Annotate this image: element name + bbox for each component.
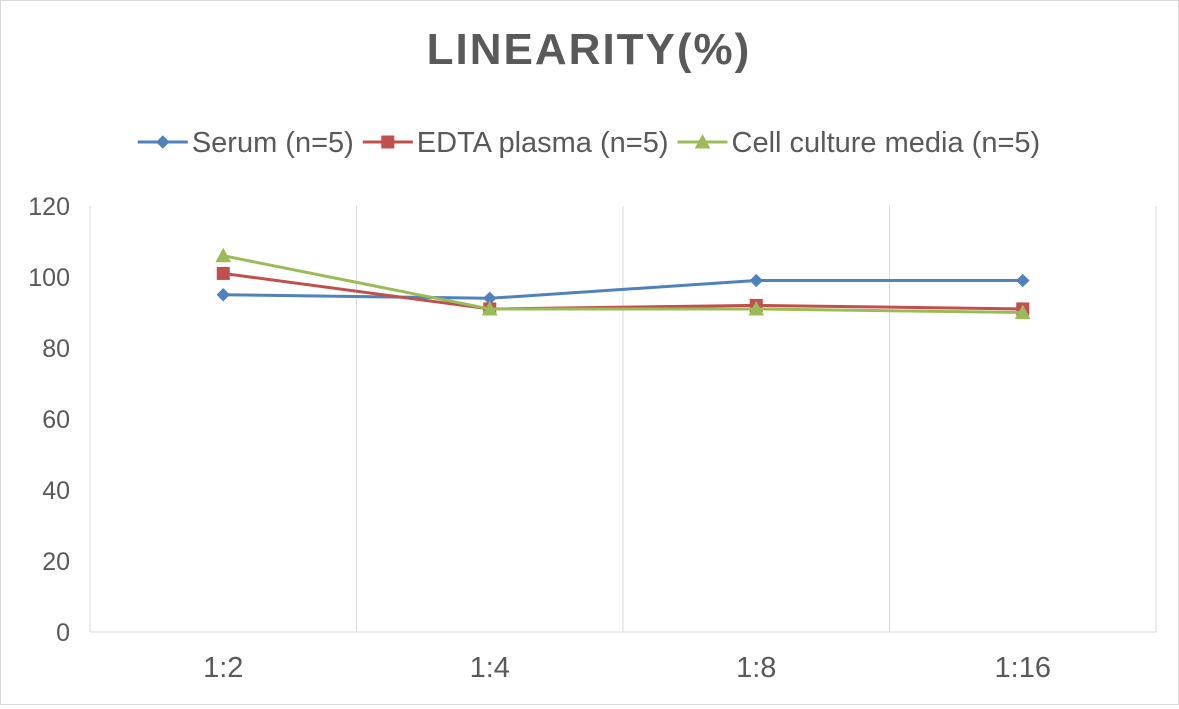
y-tick-label: 60: [42, 406, 70, 434]
gridlines: [356, 206, 1157, 632]
data-point-marker: [216, 288, 230, 302]
legend-item: Cell culture media (n=5): [677, 127, 1041, 159]
legend-label: EDTA plasma (n=5): [417, 127, 669, 159]
axes: [89, 206, 1156, 633]
legend-item: EDTA plasma (n=5): [362, 127, 669, 159]
x-tick-label: 1:16: [995, 652, 1051, 684]
legend-label: Cell culture media (n=5): [732, 127, 1041, 159]
data-point-marker: [1016, 273, 1030, 288]
series-line: [223, 279, 1023, 300]
series-line: [223, 271, 1023, 311]
series-serum-n-5: [216, 273, 1030, 306]
x-tick-label: 1:8: [736, 652, 776, 684]
x-axis-tick-labels: 1:2 1:4 1:8 1:16: [203, 652, 1051, 684]
y-tick-label: 80: [42, 335, 70, 363]
legend: Serum (n=5) EDTA plasma (n=5) Cell culture…: [137, 127, 1041, 159]
y-tick-label: 100: [28, 264, 70, 292]
data-point-marker: [1014, 304, 1031, 319]
data-point-marker: [748, 300, 765, 316]
y-tick-label: 40: [42, 477, 70, 505]
data-point-marker: [216, 266, 230, 280]
y-tick-label: 120: [28, 193, 70, 221]
data-point-marker: [481, 300, 498, 316]
chart-title: LINEARITY(%): [427, 25, 752, 74]
legend-item: Serum (n=5): [137, 127, 354, 159]
series-layer: [215, 247, 1031, 319]
y-tick-label: 20: [42, 548, 70, 576]
legend-label: Serum (n=5): [192, 127, 354, 159]
series-line: [222, 254, 1023, 314]
data-point-marker: [749, 273, 763, 288]
legend-marker: [156, 135, 170, 149]
legend-marker: [694, 133, 711, 149]
series-cell-culture-media-n-5: [215, 247, 1031, 319]
data-point-marker: [215, 247, 232, 263]
x-tick-label: 1:4: [470, 652, 510, 684]
legend-marker: [381, 135, 395, 149]
y-tick-label: 0: [56, 619, 70, 647]
x-tick-label: 1:2: [203, 652, 243, 684]
y-axis-tick-labels: 0 20 40 60 80 100 120: [28, 193, 70, 647]
